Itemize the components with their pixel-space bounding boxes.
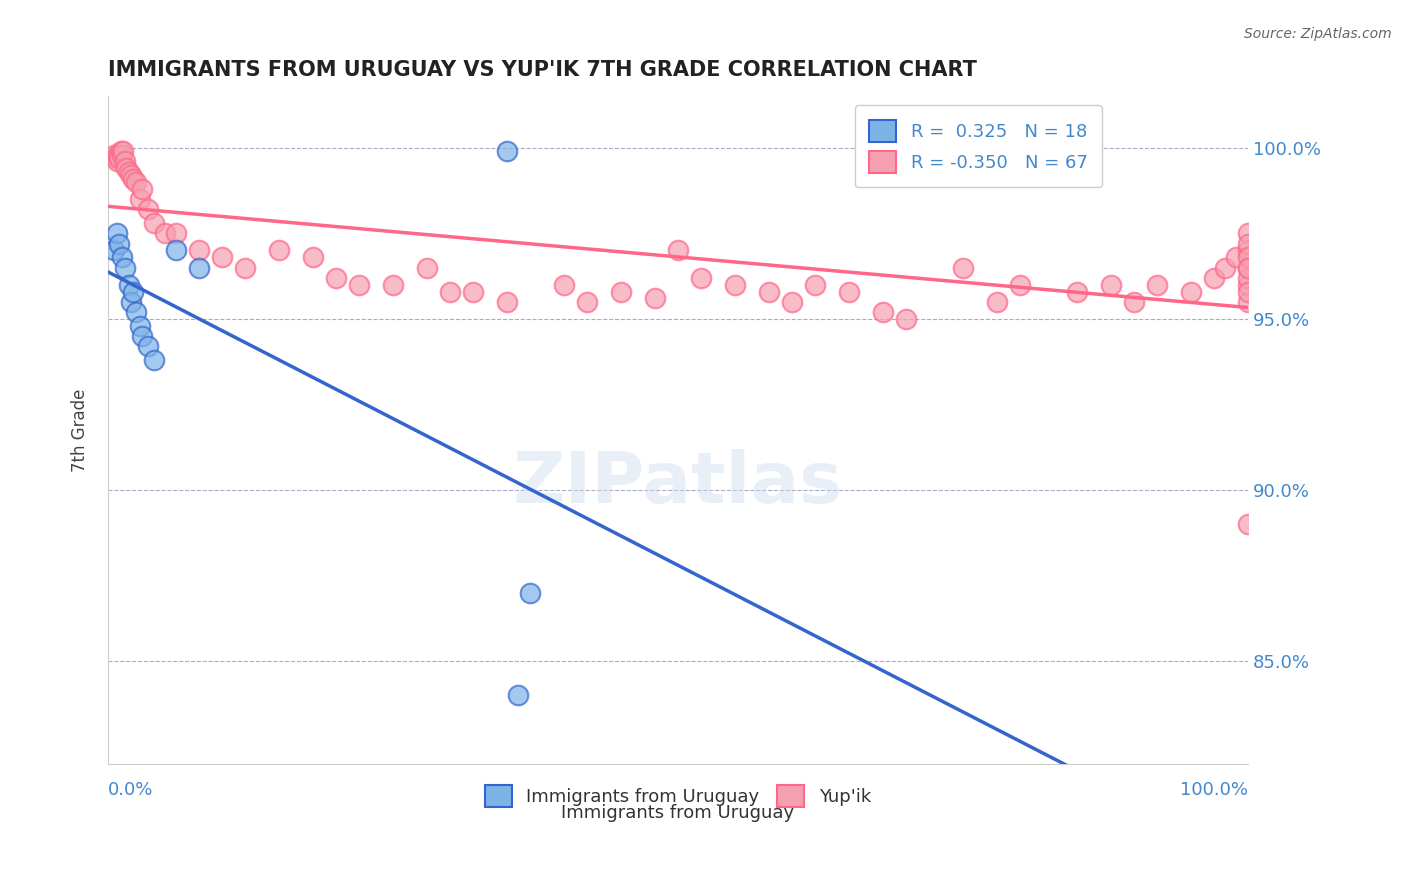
Text: Source: ZipAtlas.com: Source: ZipAtlas.com [1244,27,1392,41]
Point [872,305,894,319]
Point [439,285,461,299]
Point [211,250,233,264]
Point [142,353,165,368]
Point [1225,250,1247,264]
Point [553,277,575,292]
Point [115,161,138,176]
Point [105,154,128,169]
Point [1237,250,1260,264]
Point [104,151,127,165]
Point [724,277,747,292]
Point [461,285,484,299]
Point [122,171,145,186]
Point [1146,277,1168,292]
Point [125,175,148,189]
Point [519,585,541,599]
Point [125,305,148,319]
Point [108,151,131,165]
Point [153,227,176,241]
Point [129,192,152,206]
Point [1237,277,1260,292]
Point [838,285,860,299]
Point [1237,236,1260,251]
Point [1237,517,1260,532]
Y-axis label: 7th Grade: 7th Grade [72,388,89,472]
Point [105,227,128,241]
Point [136,202,159,217]
Point [111,250,134,264]
Point [1202,270,1225,285]
Point [575,294,598,309]
Point [1237,227,1260,241]
Point [136,339,159,353]
Legend: Immigrants from Uruguay, Yup'ik: Immigrants from Uruguay, Yup'ik [470,771,886,822]
Point [117,165,139,179]
Point [233,260,256,275]
Point [381,277,404,292]
Point [120,294,142,309]
Text: IMMIGRANTS FROM URUGUAY VS YUP'IK 7TH GRADE CORRELATION CHART: IMMIGRANTS FROM URUGUAY VS YUP'IK 7TH GR… [108,60,977,79]
Point [122,285,145,299]
Point [103,147,125,161]
Point [114,260,136,275]
Point [1213,260,1236,275]
Point [111,144,134,158]
Point [114,154,136,169]
Point [1237,260,1260,275]
Point [780,294,803,309]
Point [267,244,290,258]
Point [302,250,325,264]
Text: 0.0%: 0.0% [108,780,153,799]
Point [1237,260,1260,275]
Point [107,147,129,161]
Point [1180,285,1202,299]
Point [644,291,666,305]
Point [1122,294,1144,309]
Point [803,277,825,292]
Point [1237,285,1260,299]
Point [610,285,633,299]
Point [1066,285,1088,299]
Point [952,260,974,275]
Point [1237,294,1260,309]
Point [188,260,211,275]
Point [1237,244,1260,258]
Point [103,244,125,258]
Point [129,318,152,333]
Point [110,144,132,158]
Point [117,277,139,292]
Text: Immigrants from Uruguay: Immigrants from Uruguay [561,804,794,822]
Point [165,227,187,241]
Point [666,244,689,258]
Point [111,147,134,161]
Point [1237,270,1260,285]
Point [347,277,370,292]
Point [120,168,142,182]
Point [188,244,211,258]
Point [496,294,519,309]
Point [131,182,153,196]
Point [1099,277,1122,292]
Point [165,244,187,258]
Point [416,260,439,275]
Point [986,294,1008,309]
Point [758,285,780,299]
Point [689,270,711,285]
Text: 100.0%: 100.0% [1180,780,1249,799]
Point [131,329,153,343]
Point [894,312,917,326]
Point [508,689,530,703]
Point [108,236,131,251]
Point [142,216,165,230]
Point [496,144,519,158]
Text: ZIPatlas: ZIPatlas [513,449,844,518]
Point [325,270,347,285]
Point [1008,277,1031,292]
